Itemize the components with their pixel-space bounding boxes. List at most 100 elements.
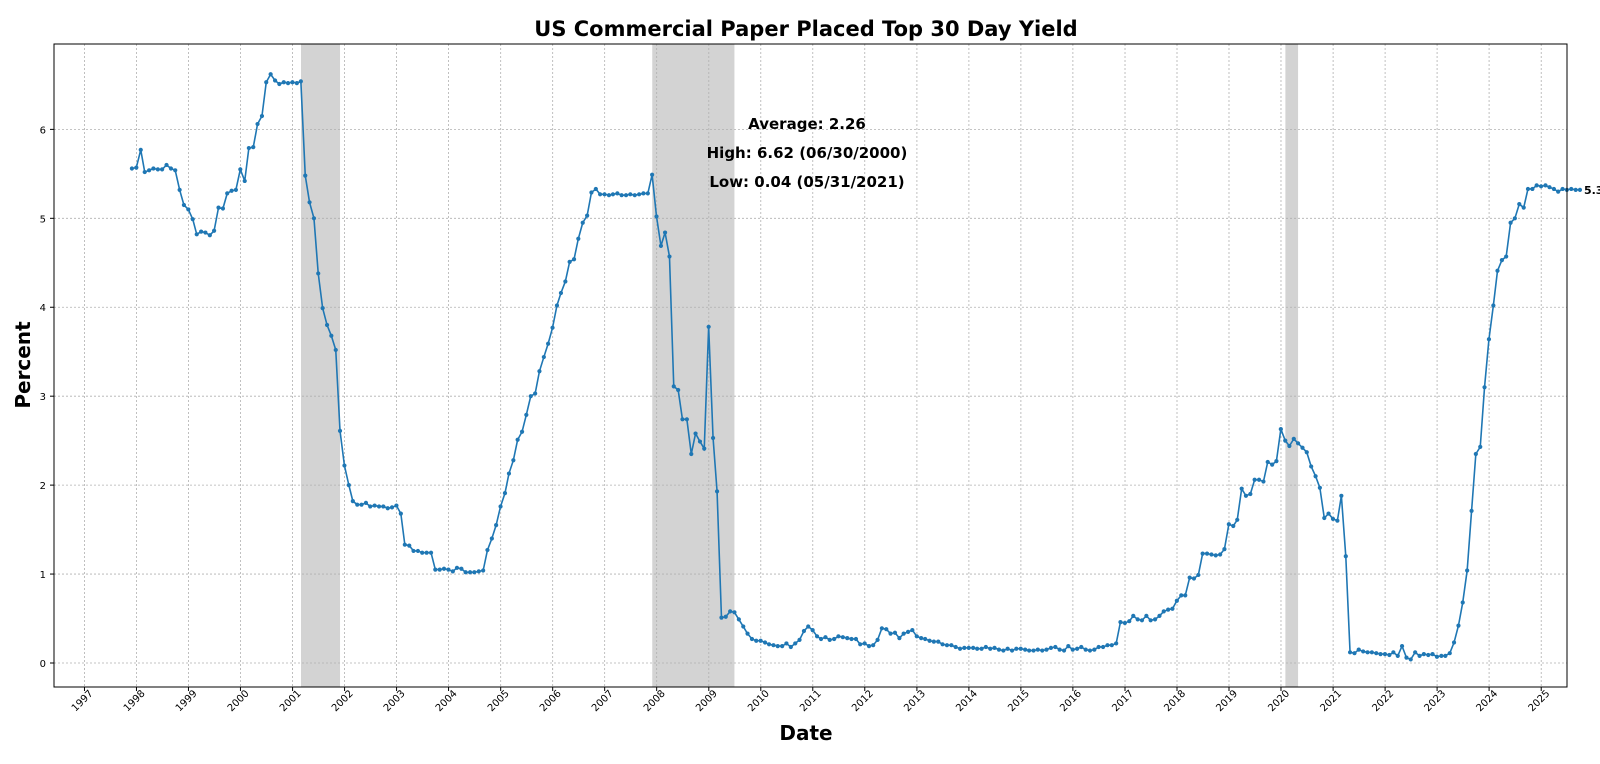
data-point — [1309, 464, 1314, 469]
data-point — [129, 166, 135, 171]
y-tick-label: 2 — [40, 481, 46, 492]
data-point — [368, 504, 373, 509]
data-point — [1413, 650, 1418, 655]
data-point — [1075, 646, 1080, 651]
data-point — [1460, 600, 1465, 605]
data-point — [420, 550, 425, 555]
data-point — [953, 644, 958, 650]
data-point — [1391, 650, 1396, 655]
data-point — [1248, 491, 1253, 497]
data-point — [472, 570, 477, 575]
data-point — [1027, 648, 1032, 653]
data-point — [268, 72, 273, 77]
data-point — [1361, 649, 1366, 654]
data-point — [871, 643, 876, 648]
data-point — [797, 637, 802, 642]
data-point — [1469, 508, 1474, 514]
data-point — [1525, 186, 1531, 192]
data-point — [554, 303, 560, 308]
data-point — [1369, 650, 1374, 655]
data-point — [311, 216, 317, 221]
data-point — [563, 279, 568, 284]
data-point — [662, 230, 668, 235]
data-point — [693, 431, 698, 436]
data-point — [589, 190, 594, 195]
data-point — [502, 491, 508, 496]
data-point — [294, 81, 299, 86]
data-point — [728, 609, 733, 614]
data-point — [1326, 511, 1331, 516]
data-point — [498, 504, 503, 509]
data-point — [277, 81, 282, 87]
data-point — [398, 511, 403, 516]
data-point — [402, 542, 407, 547]
data-point — [680, 417, 685, 422]
data-point — [628, 192, 633, 197]
data-point — [519, 429, 525, 434]
data-point — [919, 635, 924, 641]
data-point — [320, 306, 325, 311]
data-point — [134, 165, 139, 170]
data-point — [836, 634, 841, 639]
data-point — [1166, 607, 1171, 612]
data-point — [949, 643, 954, 648]
data-point — [892, 630, 898, 635]
data-point — [1560, 186, 1565, 192]
data-point — [1387, 652, 1392, 658]
data-point — [1023, 647, 1028, 652]
data-point — [1347, 650, 1353, 655]
x-axis-label: Date — [779, 721, 832, 745]
data-point — [901, 631, 906, 636]
data-point — [823, 635, 828, 640]
data-point — [454, 565, 460, 570]
data-point — [1356, 647, 1361, 652]
data-point — [329, 333, 334, 338]
data-point — [363, 500, 369, 505]
data-point — [1170, 606, 1175, 611]
data-point — [780, 643, 785, 649]
data-point — [853, 636, 859, 642]
data-point — [719, 615, 724, 620]
data-point — [324, 322, 330, 328]
data-point — [441, 566, 447, 571]
data-point — [897, 635, 902, 641]
data-point — [1040, 648, 1045, 653]
data-point — [285, 81, 291, 86]
data-point — [988, 646, 993, 651]
data-point — [1087, 648, 1093, 653]
data-point — [1118, 619, 1123, 625]
data-point — [207, 233, 212, 238]
data-point — [1426, 652, 1431, 658]
data-point — [411, 548, 416, 554]
data-point — [1231, 523, 1236, 529]
data-point — [1521, 205, 1526, 210]
data-point — [1235, 517, 1240, 522]
data-point — [1287, 443, 1292, 449]
data-point — [1538, 184, 1544, 189]
data-point — [424, 550, 429, 555]
data-point — [845, 635, 850, 641]
data-point — [259, 113, 265, 119]
data-point — [1300, 445, 1305, 450]
data-point — [1486, 337, 1492, 342]
data-point — [1434, 654, 1440, 659]
data-point — [1382, 651, 1388, 657]
data-point — [1447, 651, 1452, 656]
data-point — [467, 570, 473, 575]
data-point — [905, 629, 911, 634]
data-point — [242, 178, 247, 184]
data-point — [689, 451, 694, 457]
data-point — [1222, 547, 1227, 552]
data-point — [879, 626, 884, 631]
data-point — [1408, 657, 1413, 662]
data-point — [749, 636, 755, 642]
data-point — [164, 162, 169, 168]
data-point — [1109, 643, 1114, 648]
data-point — [784, 641, 789, 646]
data-point — [264, 80, 269, 85]
data-point — [1499, 258, 1504, 263]
data-point — [1031, 648, 1036, 653]
data-point — [415, 548, 421, 554]
data-point — [1105, 643, 1110, 648]
